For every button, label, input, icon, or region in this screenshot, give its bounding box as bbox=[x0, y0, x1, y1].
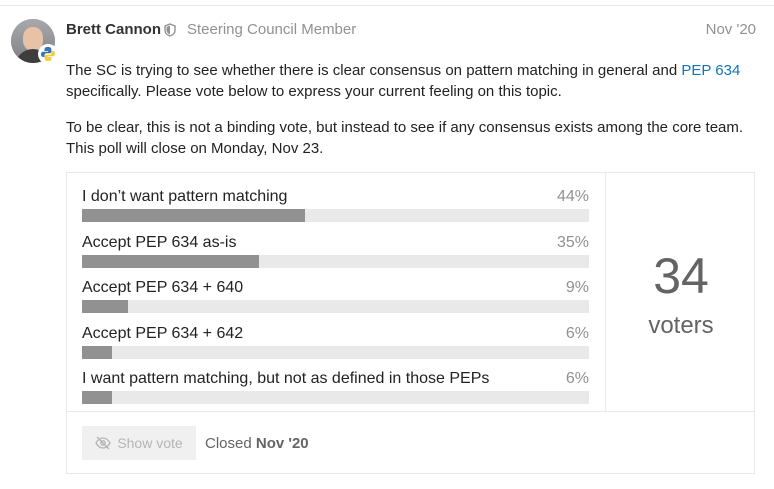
poll-option: Accept PEP 634 as-is 35% bbox=[82, 234, 589, 274]
poll: I don’t want pattern matching 44% Accept… bbox=[66, 172, 755, 474]
post-paragraph: The SC is trying to see whether there is… bbox=[66, 62, 741, 100]
shield-icon bbox=[164, 23, 176, 37]
poll-bar-fill bbox=[82, 255, 260, 268]
post-paragraph: To be clear, this is not a binding vote,… bbox=[66, 119, 744, 157]
voters-label: voters bbox=[648, 312, 714, 339]
pep-634-link[interactable]: PEP 634 bbox=[681, 62, 741, 79]
poll-bar-track bbox=[82, 255, 589, 268]
show-vote-button[interactable]: Show vote bbox=[82, 426, 196, 460]
poll-status: Closed Nov '20 bbox=[205, 435, 309, 452]
poll-bar-fill bbox=[82, 209, 306, 222]
poll-divider bbox=[605, 173, 606, 411]
poll-divider bbox=[67, 411, 754, 412]
poll-option: I want pattern matching, but not as defi… bbox=[82, 370, 589, 410]
poll-option-label: I want pattern matching, but not as defi… bbox=[82, 370, 490, 387]
poll-bar-fill bbox=[82, 346, 113, 359]
poll-option-label: I don’t want pattern matching bbox=[82, 188, 288, 205]
poll-closed-date: Nov '20 bbox=[255, 435, 309, 452]
poll-bar-track bbox=[82, 300, 589, 313]
eye-slash-icon bbox=[95, 436, 112, 450]
poll-option-percent: 9% bbox=[565, 279, 589, 296]
top-divider bbox=[0, 5, 774, 6]
poll-bar-track bbox=[82, 209, 589, 222]
poll-option-percent: 44% bbox=[556, 188, 589, 205]
show-vote-label: Show vote bbox=[117, 435, 183, 451]
poll-bar-fill bbox=[82, 391, 113, 404]
poll-option-label: Accept PEP 634 + 642 bbox=[82, 325, 244, 342]
user-title: Steering Council Member bbox=[187, 21, 357, 38]
author-name[interactable]: Brett Cannon bbox=[66, 21, 161, 38]
poll-option: I don’t want pattern matching 44% bbox=[82, 188, 589, 228]
poll-option: Accept PEP 634 + 642 6% bbox=[82, 325, 589, 365]
avatar[interactable] bbox=[11, 19, 55, 63]
poll-option-percent: 35% bbox=[556, 234, 589, 251]
python-logo-icon bbox=[38, 44, 58, 64]
poll-bar-fill bbox=[82, 300, 128, 313]
poll-closed-label: Closed bbox=[205, 435, 252, 452]
poll-results: I don’t want pattern matching 44% Accept… bbox=[67, 173, 605, 411]
voters-summary: 34 voters bbox=[606, 173, 756, 411]
poll-option-label: Accept PEP 634 as-is bbox=[82, 234, 237, 251]
post-date[interactable]: Nov '20 bbox=[705, 21, 756, 38]
poll-bar-track bbox=[82, 346, 589, 359]
poll-option: Accept PEP 634 + 640 9% bbox=[82, 279, 589, 319]
poll-option-label: Accept PEP 634 + 640 bbox=[82, 279, 244, 296]
poll-bar-track bbox=[82, 391, 589, 404]
poll-option-percent: 6% bbox=[565, 325, 589, 342]
poll-option-percent: 6% bbox=[565, 370, 589, 387]
voters-count: 34 bbox=[653, 248, 709, 304]
